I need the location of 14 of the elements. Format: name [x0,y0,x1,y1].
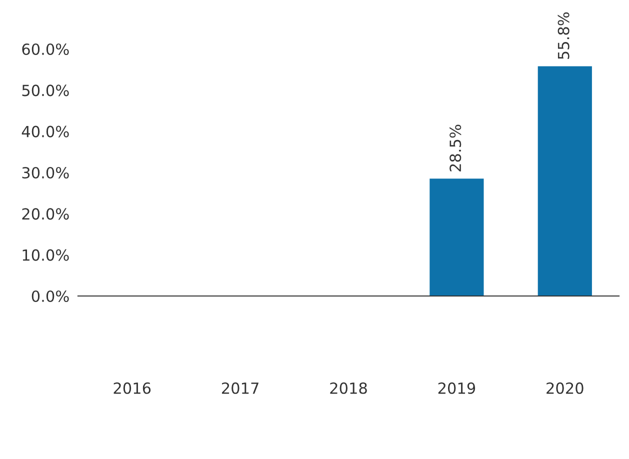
y-tick-label: 50.0% [22,84,69,96]
x-tick-label: 2017 [222,382,258,394]
data-label: 55.8% [558,12,570,59]
y-tick-label: 10.0% [22,249,69,261]
x-tick-label: 2018 [330,382,367,394]
y-tick-label: 30.0% [22,166,69,179]
data-label: 28.5% [450,124,462,172]
x-tick-label: 2020 [546,382,584,394]
y-tick-label: 60.0% [22,43,69,56]
y-tick-label: 40.0% [22,126,69,138]
x-tick-label: 2019 [438,382,476,394]
y-tick-label: 0.0% [32,290,69,302]
y-tick-label: 20.0% [22,208,69,220]
x-tick-label: 2016 [114,382,151,394]
